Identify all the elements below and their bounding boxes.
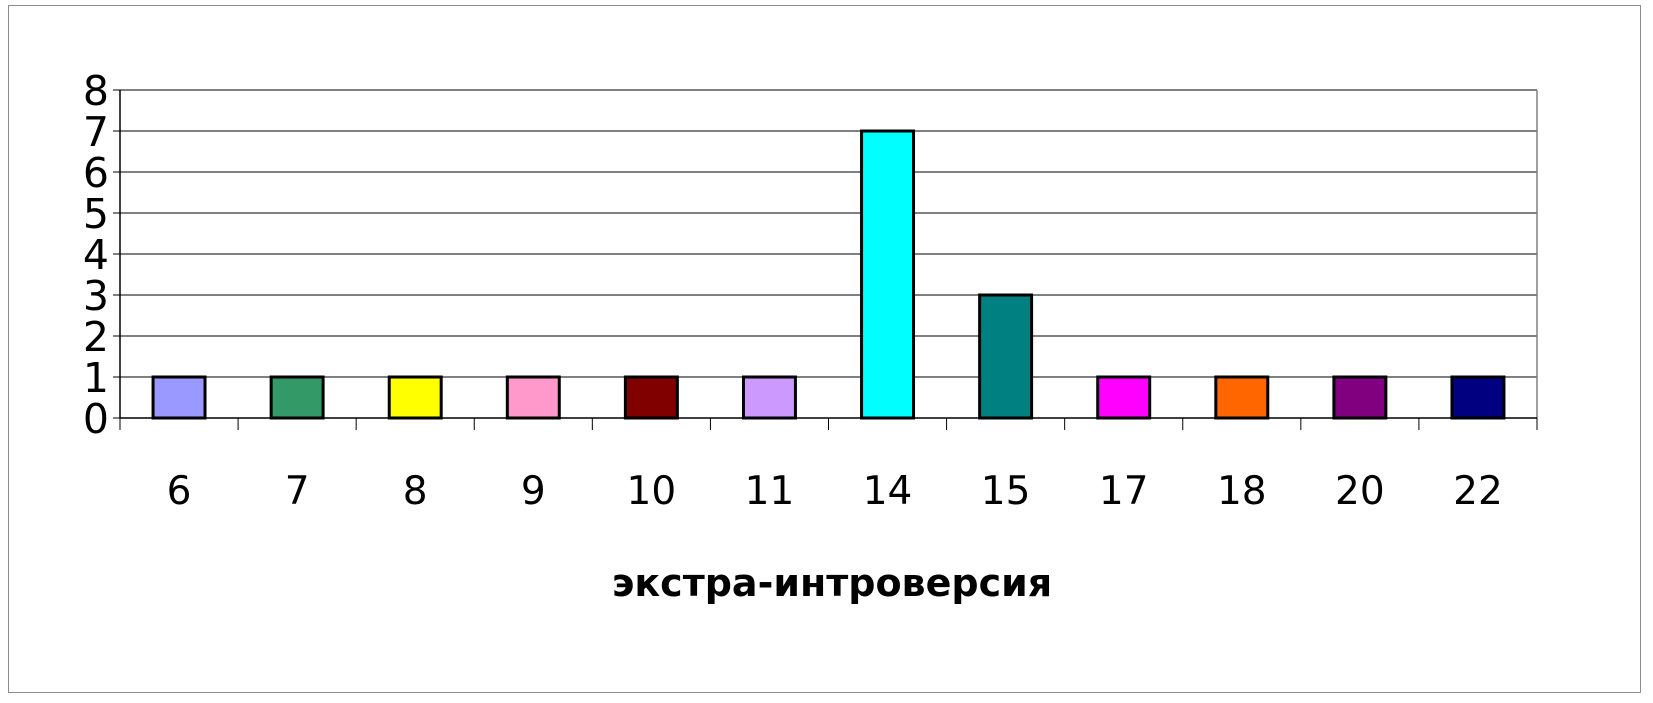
x-tick-label: 18 [1217,469,1267,514]
y-tick-label: 2 [83,313,109,361]
bar-15 [978,293,1034,420]
y-tick-label: 7 [83,108,109,156]
y-tick-label: 0 [83,395,109,443]
bar-7 [269,375,325,420]
bar-11 [741,375,797,420]
bar-8 [387,375,443,420]
x-tick-label: 22 [1453,469,1503,514]
x-tick-label: 8 [403,469,428,514]
x-tick-label: 17 [1099,469,1149,514]
x-tick-label: 14 [863,469,913,514]
bar-10 [623,375,679,420]
gridlines [120,89,1537,378]
y-tick-label: 4 [83,231,109,279]
x-tick-label: 7 [285,469,310,514]
y-tick-label: 8 [83,67,109,115]
bar-22 [1450,375,1506,420]
x-tick-label: 15 [981,469,1031,514]
x-tick-label: 11 [745,469,795,514]
bar-14 [860,129,916,420]
y-tick-label: 6 [83,149,109,197]
y-tick-label: 5 [83,190,109,238]
axes [113,89,1538,430]
x-axis-title: экстра-интроверсия [612,561,1052,605]
bar-6 [151,375,207,420]
bar-18 [1214,375,1270,420]
y-tick-label: 1 [83,354,109,402]
y-tick-label: 3 [83,272,109,320]
x-tick-label: 9 [521,469,546,514]
x-tick-label: 10 [627,469,677,514]
bar-17 [1096,375,1152,420]
x-tick-label: 6 [167,469,192,514]
chart-frame [8,5,1641,693]
x-tick-label: 20 [1335,469,1385,514]
bars [151,129,1506,420]
bar-9 [505,375,561,420]
bar-20 [1332,375,1388,420]
